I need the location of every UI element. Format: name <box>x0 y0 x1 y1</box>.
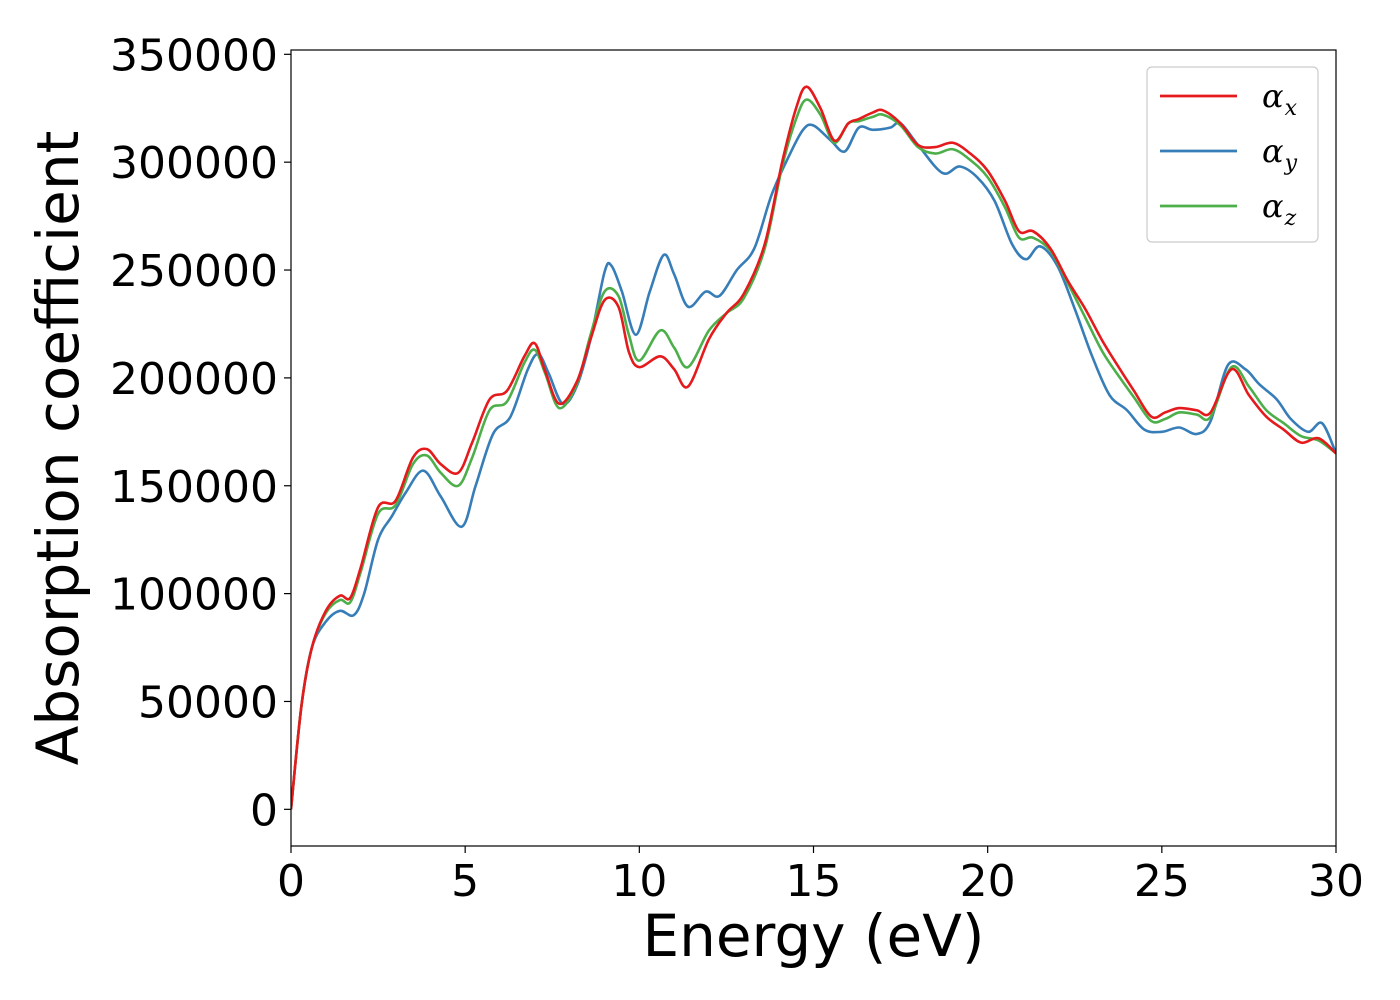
x-axis-title: Energy (eV) <box>642 902 984 970</box>
x-tick-label: 15 <box>786 856 842 907</box>
legend-label-x: αx <box>1262 77 1298 121</box>
x-tick-label: 25 <box>1134 856 1190 907</box>
series-line-y <box>291 121 1336 810</box>
legend-label-y: αy <box>1262 132 1298 176</box>
series-layer <box>291 85 1336 810</box>
y-tick-label: 200000 <box>110 354 278 405</box>
x-tick-label: 20 <box>960 856 1016 907</box>
y-tick-label: 300000 <box>110 138 278 189</box>
y-axis-title: Absorption coefficient <box>24 131 92 766</box>
y-tick-label: 100000 <box>110 570 278 621</box>
legend-label-z: αz <box>1262 187 1297 231</box>
y-tick-label: 250000 <box>110 246 278 297</box>
y-tick-label: 0 <box>250 785 278 836</box>
legend-box <box>1146 66 1319 243</box>
y-tick-label: 50000 <box>138 677 278 728</box>
y-tick-label: 150000 <box>110 462 278 513</box>
x-tick-label: 0 <box>277 856 305 907</box>
legend: αx αy αz <box>1146 66 1319 243</box>
x-axis-ticks: 0 5 10 15 20 25 30 <box>277 846 1364 907</box>
y-tick-label: 350000 <box>110 30 278 81</box>
x-tick-label: 5 <box>451 856 479 907</box>
x-tick-label: 30 <box>1308 856 1364 907</box>
y-axis-ticks: 0 50000 100000 150000 200000 250000 300000 3500… <box>110 30 291 836</box>
series-line-x <box>291 85 1336 810</box>
x-tick-label: 10 <box>611 856 667 907</box>
series-line-z <box>291 98 1336 810</box>
